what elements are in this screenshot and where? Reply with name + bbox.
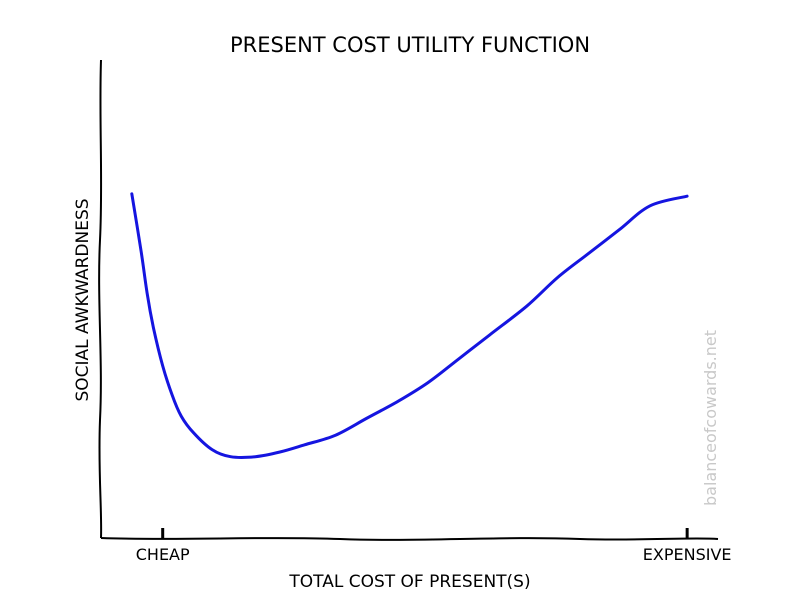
x-ticks: CHEAP EXPENSIVE (136, 528, 732, 564)
x-axis-label: TOTAL COST OF PRESENT(S) (288, 572, 530, 592)
x-tick-label: EXPENSIVE (643, 545, 732, 564)
y-axis-label: SOCIAL AWKWARDNESS (73, 198, 93, 401)
y-axis (98, 59, 103, 539)
chart-title: PRESENT COST UTILITY FUNCTION (230, 33, 590, 57)
series-line (130, 192, 689, 459)
x-tick-label: CHEAP (136, 545, 190, 564)
x-axis (100, 537, 719, 541)
watermark: balanceofcowards.net (701, 330, 720, 506)
